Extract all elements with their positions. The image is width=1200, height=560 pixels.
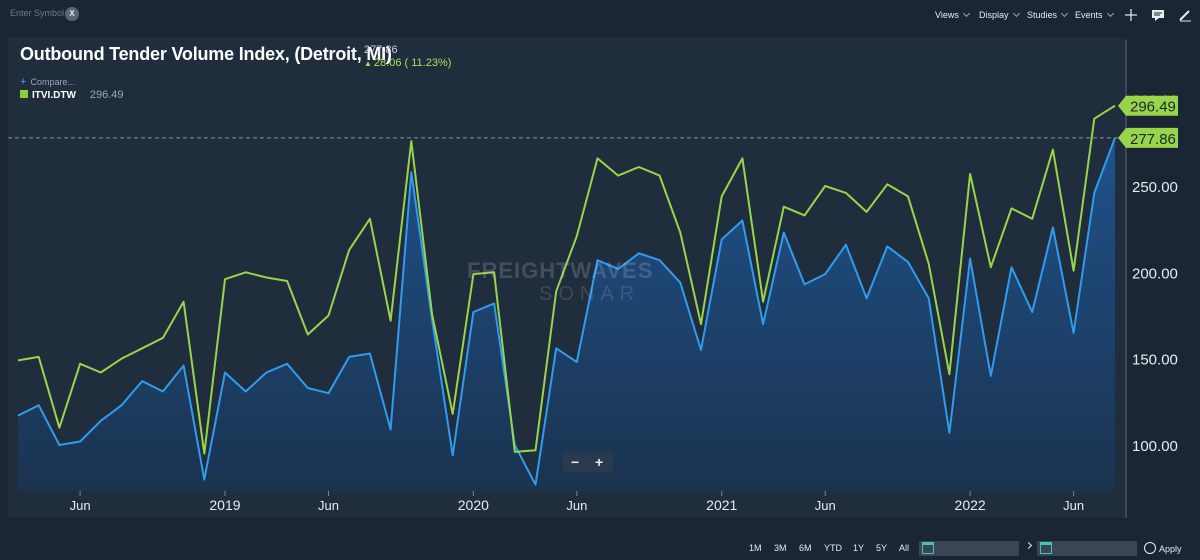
last-value-tag: [1118, 127, 1178, 148]
check-circle-icon: [1144, 542, 1156, 554]
clear-symbol-button[interactable]: X: [65, 7, 79, 21]
legend-item[interactable]: ITVI.DTW 296.49: [20, 89, 124, 101]
legend-swatch: [20, 90, 28, 98]
crosshair-icon[interactable]: [1123, 7, 1139, 23]
zoom-out-button[interactable]: −: [571, 454, 580, 470]
apply-button[interactable]: Apply: [1144, 540, 1182, 554]
series-line-0: [17, 137, 1116, 486]
top-toolbar: Enter Symbol X Views Display Studies Eve…: [0, 0, 1200, 30]
x-tick-label: 2019: [209, 497, 240, 513]
zoom-control: − +: [563, 453, 613, 472]
legend-value: 296.49: [89, 89, 124, 101]
chart-title-block: Outbound Tender Volume Index, (Detroit, …: [20, 44, 392, 65]
display-menu[interactable]: Display: [979, 9, 1020, 20]
start-date-input[interactable]: [919, 541, 1019, 556]
x-tick-label: 2020: [458, 497, 489, 513]
watermark-logo: FREIGHTWAVES: [467, 258, 654, 283]
range-ytd-button[interactable]: YTD: [824, 543, 842, 553]
series-line-1: [17, 104, 1116, 455]
x-tick-label: 2022: [955, 497, 986, 513]
legend-name: ITVI.DTW: [32, 90, 76, 101]
symbol-input[interactable]: Enter Symbol: [10, 8, 65, 18]
range-5y-button[interactable]: 5Y: [876, 543, 888, 553]
x-tick-label: Jun: [566, 498, 587, 513]
last-value-tag-label: 277.86: [1130, 131, 1176, 148]
range-3m-button[interactable]: 3M: [774, 543, 787, 553]
last-value-tag: [1118, 95, 1178, 116]
change-value: ▲ 28.06 ( 11.23%): [364, 57, 451, 69]
x-tick-label: 2021: [706, 497, 737, 513]
range-6m-button[interactable]: 6M: [799, 543, 812, 553]
x-tick-label: Jun: [815, 498, 836, 513]
studies-menu[interactable]: Studies: [1027, 9, 1069, 20]
x-tick-label: Jun: [70, 498, 91, 513]
views-menu[interactable]: Views: [935, 9, 970, 20]
last-value-tag-label: 296.49: [1130, 99, 1176, 116]
range-bar: 1M 3M 6M YTD 1Y 5Y All: [0, 536, 1200, 560]
views-menu-label: Views: [935, 10, 959, 20]
y-tick-label: 250.00: [1132, 179, 1178, 196]
chart-title: Outbound Tender Volume Index, (Detroit, …: [20, 44, 392, 64]
studies-menu-label: Studies: [1027, 10, 1058, 20]
change-amount: 28.06: [373, 57, 402, 69]
y-tick-label: 150.00: [1132, 352, 1178, 369]
plus-icon: +: [20, 76, 27, 88]
calendar-icon: [1040, 542, 1052, 554]
range-1m-button[interactable]: 1M: [749, 543, 762, 553]
range-1y-button[interactable]: 1Y: [853, 543, 865, 553]
x-tick-label: Jun: [1063, 498, 1084, 513]
triangle-up-icon: ▲: [364, 59, 372, 68]
chart-canvas[interactable]: 100.00150.00200.00250.00300.00Jun2019Jun…: [0, 0, 1200, 536]
x-tick-label: Jun: [318, 498, 339, 513]
compare-button[interactable]: + Compare...: [20, 76, 75, 88]
compare-label: Compare...: [30, 77, 75, 87]
range-all-button[interactable]: All: [899, 543, 910, 553]
y-tick-label: 200.00: [1132, 265, 1178, 282]
apply-label: Apply: [1159, 544, 1182, 554]
last-value: 277.86: [364, 44, 398, 56]
events-menu-label: Events: [1075, 10, 1103, 20]
end-date-input[interactable]: [1037, 541, 1137, 556]
change-percent: ( 11.23%): [404, 57, 452, 69]
y-tick-label: 100.00: [1132, 438, 1178, 455]
comment-icon[interactable]: [1150, 7, 1166, 23]
display-menu-label: Display: [979, 10, 1009, 20]
pencil-icon[interactable]: [1177, 7, 1193, 23]
zoom-in-button[interactable]: +: [595, 454, 604, 470]
events-menu[interactable]: Events: [1075, 9, 1114, 20]
calendar-icon: [922, 542, 934, 554]
watermark-sub: SONAR: [539, 283, 641, 305]
series-area-fill: [18, 137, 1115, 491]
